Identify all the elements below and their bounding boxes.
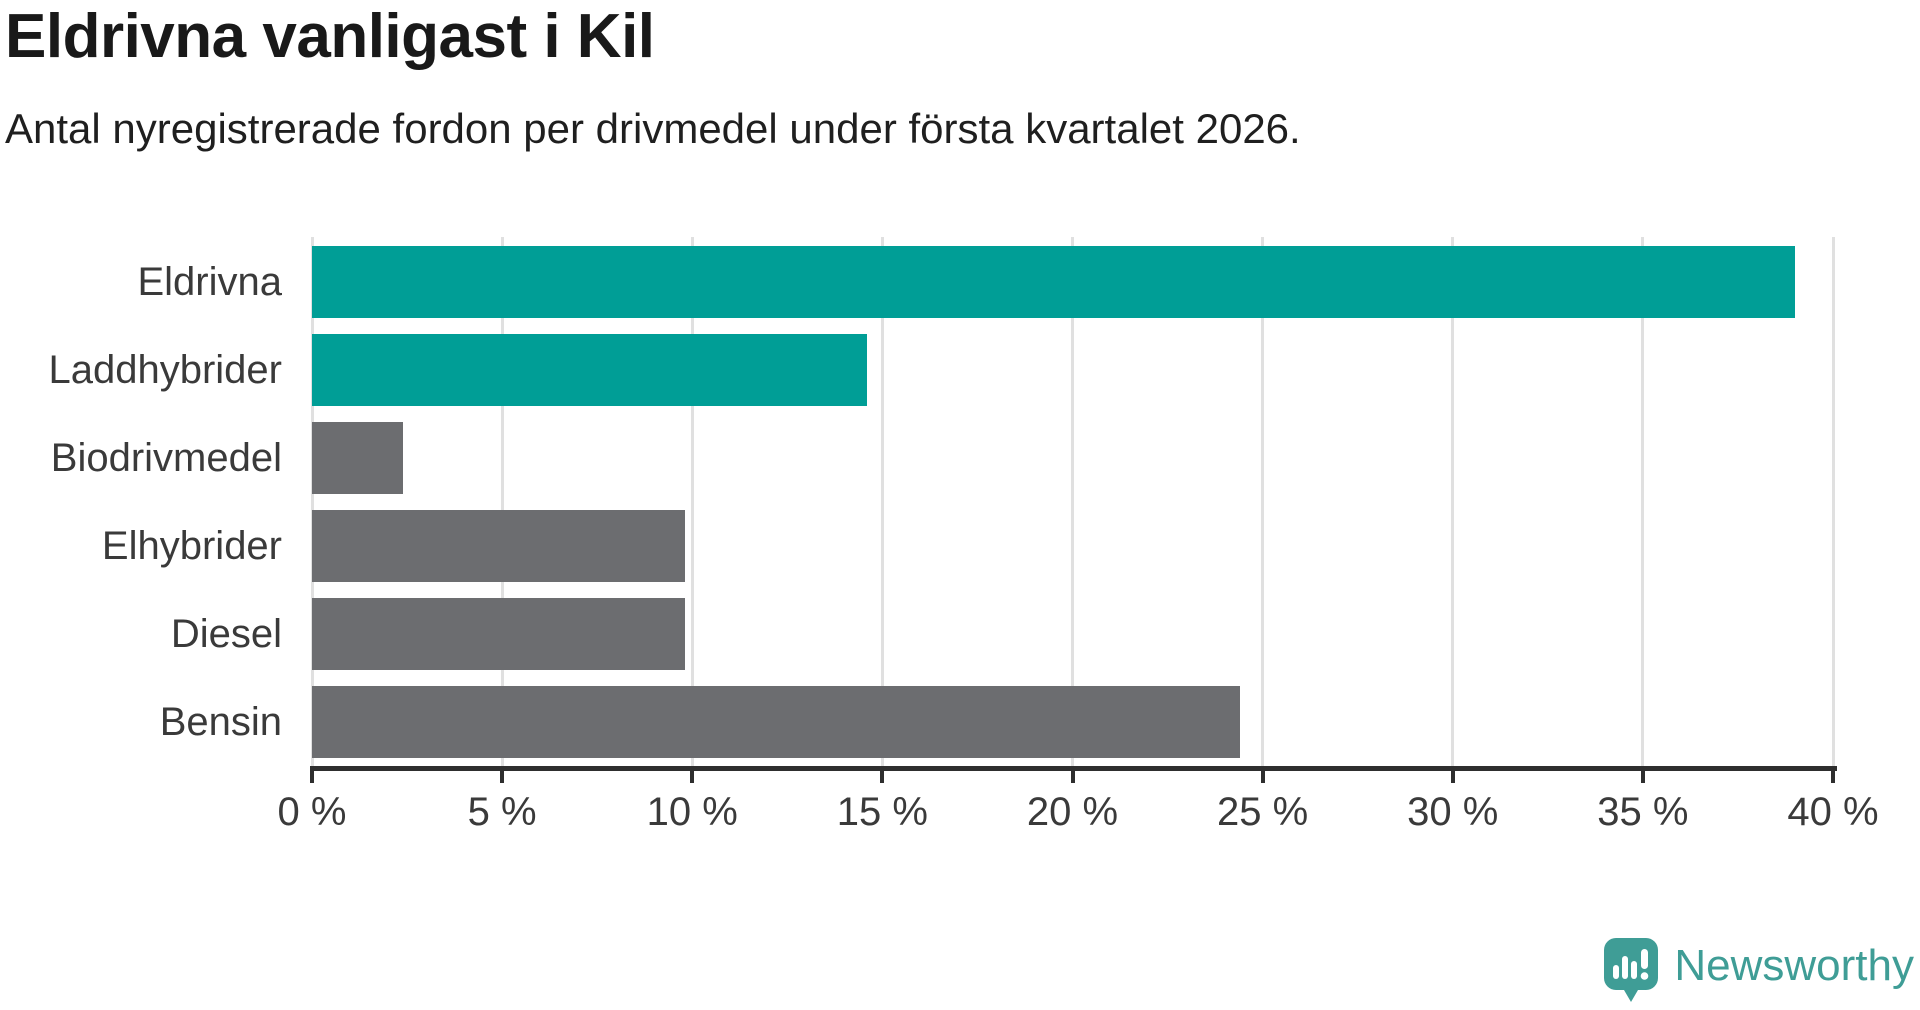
x-axis-tick [1260,771,1265,783]
exclamation-icon [1641,949,1649,980]
gridline [880,237,884,766]
x-axis-tick [1450,771,1455,783]
x-axis-tick [880,771,885,783]
brand-name: Newsworthy [1674,941,1914,990]
x-axis-tick [1070,771,1075,783]
x-tick-label-5-: 5 % [467,790,537,834]
x-tick-label-20-: 20 % [1026,790,1119,834]
x-tick-label-25-: 25 % [1217,790,1309,834]
gridline [1071,237,1074,766]
x-axis-tick [1640,771,1645,783]
category-label-eldrivna: Eldrivna [137,260,282,304]
x-tick-label-40-: 40 % [1787,790,1879,834]
bar-bensin [312,686,1240,758]
x-axis-tick [310,771,314,783]
x-tick-label-35-: 35 % [1597,790,1689,834]
category-label-diesel: Diesel [170,612,282,656]
bar-diesel [312,598,685,670]
x-axis-tick [690,771,695,783]
category-label-biodrivmedel: Biodrivmedel [50,436,282,480]
category-label-bensin: Bensin [159,700,282,744]
x-tick-label-15-: 15 % [836,790,928,834]
category-label-laddhybrider: Laddhybrider [48,348,283,392]
gridline [500,237,504,766]
x-axis-tick [1831,771,1835,783]
gridline [1831,237,1835,766]
newsworthy-logo-icon [1604,938,1659,1002]
gridline [1451,237,1455,766]
x-axis-line [310,766,1837,771]
bar-elhybrider [312,510,685,582]
x-axis-tick [500,771,505,783]
bar-eldrivna [312,246,1795,318]
bar-laddhybrider [312,334,868,406]
gridline [1641,237,1645,766]
x-tick-label-30-: 30 % [1407,790,1499,834]
chart-bars-icon [1613,956,1638,979]
chart-subtitle: Antal nyregistrerade fordon per drivmede… [5,105,1301,152]
gridline [690,237,694,766]
category-label-elhybrider: Elhybrider [101,524,282,568]
newsworthy-brand[interactable]: Newsworthy [1604,938,1914,1004]
gridline [1261,237,1265,766]
x-tick-label-0-: 0 % [277,790,347,834]
bar-biodrivmedel [312,422,404,494]
x-tick-label-10-: 10 % [646,790,738,834]
category-axis: Eldrivna Laddhybrider Biodrivmedel Elhybrid… [0,237,283,766]
plot-area [310,237,1835,766]
chart-title: Eldrivna vanligast i Kil [5,2,655,71]
gridline [310,237,314,766]
